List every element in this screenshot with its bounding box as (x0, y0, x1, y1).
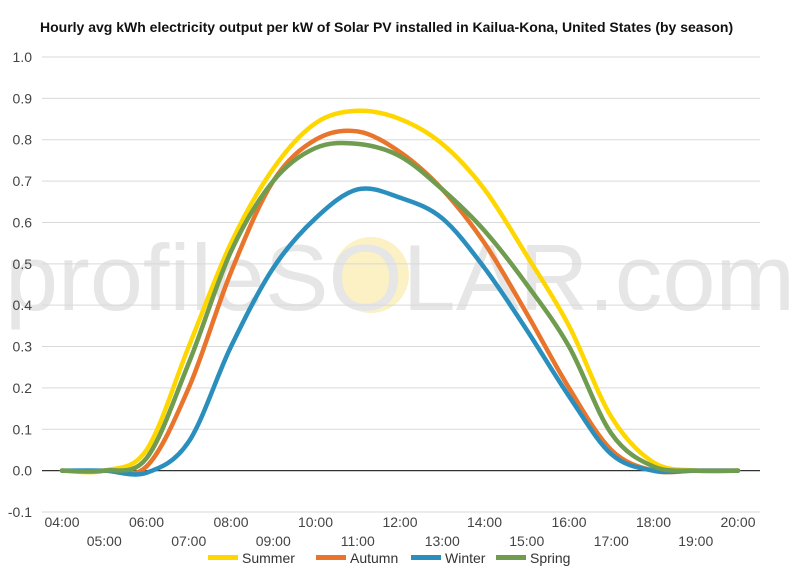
chart-title: Hourly avg kWh electricity output per kW… (40, 19, 734, 35)
y-tick-label: 0.8 (13, 132, 33, 148)
x-tick-label: 16:00 (551, 514, 586, 530)
watermark: profileSOLAR.com (5, 225, 795, 330)
x-tick-label: 12:00 (382, 514, 417, 530)
legend-swatch-spring (496, 555, 526, 560)
legend-swatch-winter (411, 555, 441, 560)
x-tick-label: 10:00 (298, 514, 333, 530)
x-tick-label: 04:00 (44, 514, 79, 530)
x-tick-label: 06:00 (129, 514, 164, 530)
series-line-spring (59, 140, 741, 474)
legend-label-winter: Winter (445, 550, 486, 566)
legend-swatch-summer (208, 555, 238, 560)
x-tick-label: 05:00 (87, 533, 122, 549)
y-tick-label: 0.7 (13, 173, 33, 189)
legend-label-autumn: Autumn (350, 550, 398, 566)
legend-swatch-autumn (316, 555, 346, 560)
x-tick-label: 08:00 (213, 514, 248, 530)
x-tick-label: 17:00 (594, 533, 629, 549)
x-tick-label: 20:00 (720, 514, 755, 530)
x-tick-label: 14:00 (467, 514, 502, 530)
y-tick-label: 0.3 (13, 339, 33, 355)
series-line-autumn (59, 128, 741, 476)
y-tick-label: 0.5 (13, 256, 33, 272)
legend-label-summer: Summer (242, 550, 295, 566)
x-tick-label: 09:00 (256, 533, 291, 549)
y-tick-label: 0.2 (13, 380, 33, 396)
y-tick-label: -0.1 (8, 504, 32, 520)
series-line-summer (59, 108, 741, 475)
x-tick-label: 15:00 (509, 533, 544, 549)
x-tick-label: 19:00 (678, 533, 713, 549)
x-tick-label: 07:00 (171, 533, 206, 549)
y-tick-label: 0.4 (13, 297, 33, 313)
y-tick-label: 0.6 (13, 214, 33, 230)
series-line-winter (59, 186, 741, 477)
y-tick-label: 0.0 (13, 463, 33, 479)
legend-label-spring: Spring (530, 550, 570, 566)
x-tick-label: 18:00 (636, 514, 671, 530)
y-tick-label: 0.1 (13, 421, 33, 437)
x-tick-label: 11:00 (341, 533, 375, 549)
watermark-sun (333, 237, 409, 313)
y-tick-label: 1.0 (13, 49, 33, 65)
y-tick-label: 0.9 (13, 90, 33, 106)
x-tick-label: 13:00 (425, 533, 460, 549)
